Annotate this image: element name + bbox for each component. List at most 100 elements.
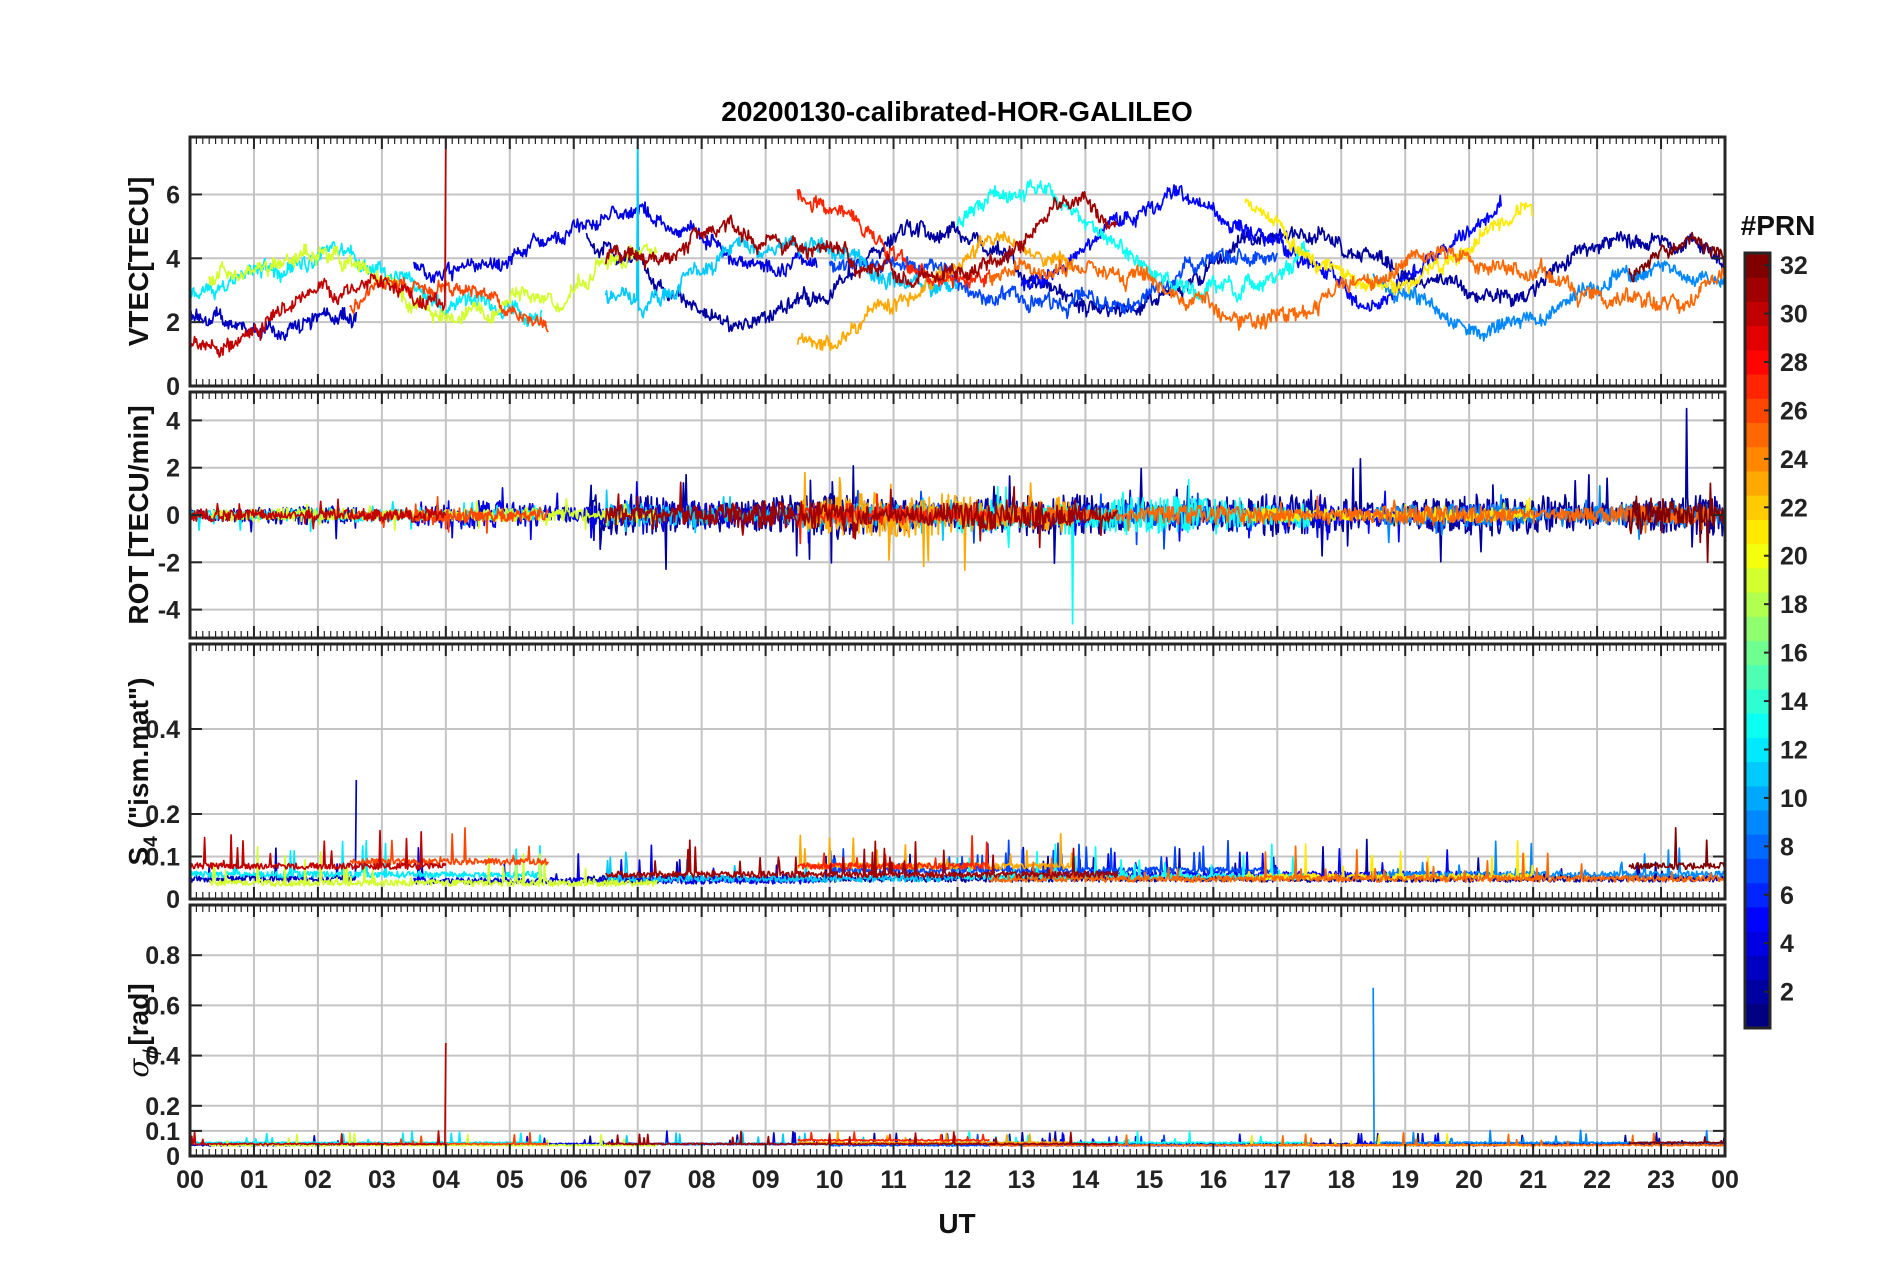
x-tick-label: 16 [1199, 1166, 1227, 1194]
x-tick-label: 05 [496, 1166, 524, 1194]
colorbar-title: #PRN [1741, 210, 1816, 241]
y-axis-label-s4: S4 ("ism.mat") [123, 677, 162, 865]
y-tick-label: 0.1 [145, 844, 180, 872]
x-ticks [189, 644, 1726, 900]
y-tick-label: 2 [166, 309, 180, 337]
colorbar-segment [1745, 470, 1770, 496]
series-prn-7-s4 [828, 839, 1279, 875]
y-tick-label: 4 [166, 407, 180, 435]
x-tick-label: 07 [624, 1166, 652, 1194]
series-prn-30-s4 [190, 829, 447, 871]
colorbar-tick-label: 4 [1780, 930, 1794, 958]
colorbar-segment [1745, 858, 1770, 884]
series-prn-32-s4 [1628, 827, 1725, 871]
y-tick-label: 0.2 [145, 1093, 180, 1121]
series-prn-32-sigphi [1628, 1136, 1725, 1145]
x-tick-label: 01 [240, 1166, 268, 1194]
colorbar-tick-label: 10 [1780, 785, 1808, 813]
panel-s4: 00.10.20.4S4 ("ism.mat") [123, 642, 1727, 914]
traces [190, 137, 1725, 358]
chart-title: 20200130-calibrated-HOR-GALILEO [721, 96, 1193, 127]
x-tick-label: 03 [368, 1166, 396, 1194]
series-prn-19-sigphi [208, 1131, 658, 1147]
colorbar-segment [1745, 664, 1770, 690]
x-tick-label: 09 [752, 1166, 780, 1194]
panel-sigphi: 00.10.2 0.4 0.6 0.8 σϕ[rad] [122, 903, 1727, 1171]
x-tick-label: 10 [816, 1166, 844, 1194]
x-tick-label: 22 [1583, 1166, 1611, 1194]
y-tick-label: 2 [166, 455, 180, 483]
series-prn-2-vtec [585, 219, 1725, 333]
series-prn-19-vtec [208, 243, 658, 325]
series-prn-30-rot [190, 498, 447, 530]
series-prn-12-s4 [190, 839, 543, 879]
x-tick-label: 04 [432, 1166, 460, 1194]
colorbar-segment [1745, 1003, 1770, 1029]
series-prn-3-vtec [190, 306, 358, 342]
y-tick-label: 0 [166, 502, 180, 530]
colorbar-tick-label: 26 [1780, 397, 1808, 425]
y-tick-label: 0.2 [145, 801, 180, 829]
y-tick-label: 6 [166, 181, 180, 209]
y-axis-label-main: σ [122, 1058, 155, 1078]
colorbar-tick-label: 12 [1780, 736, 1808, 764]
series-prn-32-rot [1628, 482, 1725, 564]
y-axis-label-main: S [123, 847, 154, 866]
series-prn-25-s4 [989, 845, 1725, 883]
x-tick-label: 20 [1455, 1166, 1483, 1194]
colorbar-segment [1745, 325, 1770, 351]
series-prn-19-s4 [208, 845, 658, 888]
series-prn-25-vtec [988, 245, 1725, 331]
y-tick-label: 4 [166, 245, 180, 273]
x-ticks [189, 905, 1726, 1157]
y-axis-label-subscript: 4 [141, 836, 162, 847]
colorbar-tick-label: 18 [1780, 591, 1808, 619]
x-tick-label: 12 [944, 1166, 972, 1194]
series-prn-27-rot [796, 493, 991, 545]
colorbar-tick-label: 22 [1780, 494, 1808, 522]
x-tick-label: 08 [688, 1166, 716, 1194]
y-axis-label-rest: [rad] [123, 983, 154, 1045]
x-tick-label: 18 [1327, 1166, 1355, 1194]
series-prn-13-vtec [956, 179, 1310, 303]
colorbar-segment [1745, 713, 1770, 738]
y-tick-label: 0.4 [145, 716, 180, 744]
x-axis-label: UT [938, 1208, 975, 1239]
series-prn-31-sigphi [605, 1130, 1119, 1146]
colorbar-tick-label: 16 [1780, 640, 1808, 668]
series-prn-25-rot [988, 495, 1725, 534]
series-prn-7-vtec [828, 247, 1279, 320]
colorbar-tick-label: 24 [1780, 446, 1808, 474]
colorbar-segment [1745, 422, 1770, 448]
y-tick-label: -2 [158, 549, 180, 577]
traces [190, 779, 1725, 888]
colorbar-segment [1745, 374, 1770, 399]
x-tick-label: 11 [880, 1166, 907, 1194]
y-tick-label: 0.1 [145, 1118, 180, 1146]
x-ticks [189, 392, 1726, 638]
colorbar-segment [1745, 616, 1770, 641]
x-tick-label: 02 [304, 1166, 332, 1194]
y-axis-label-sigphi: σϕ[rad] [122, 983, 162, 1077]
x-tick-label: 13 [1008, 1166, 1036, 1194]
series-prn-9-vtec [1372, 260, 1725, 342]
series-prn-26-s4 [349, 827, 549, 866]
panel-rot: -4 -2 0 2 4 ROT [TECU/min] [123, 390, 1727, 640]
colorbar-frame [1743, 251, 1772, 1030]
colorbar-segment [1745, 519, 1770, 545]
colorbar-tick-label: 30 [1780, 301, 1808, 329]
colorbar-segment [1745, 906, 1770, 932]
x-tick-label: 00 [1711, 1166, 1739, 1194]
series-prn-30-vtec [190, 137, 447, 358]
colorbar-segment [1745, 810, 1770, 835]
x-ticks [189, 137, 1726, 387]
y-axis-label-rest: ("ism.mat") [123, 677, 154, 836]
series-prn-31-vtec [604, 190, 1118, 289]
colorbar-segment [1745, 277, 1770, 302]
x-tick-label: 06 [560, 1166, 588, 1194]
y-tick-label: 0.4 [145, 1043, 180, 1071]
y-tick-label: 0 [166, 886, 180, 914]
